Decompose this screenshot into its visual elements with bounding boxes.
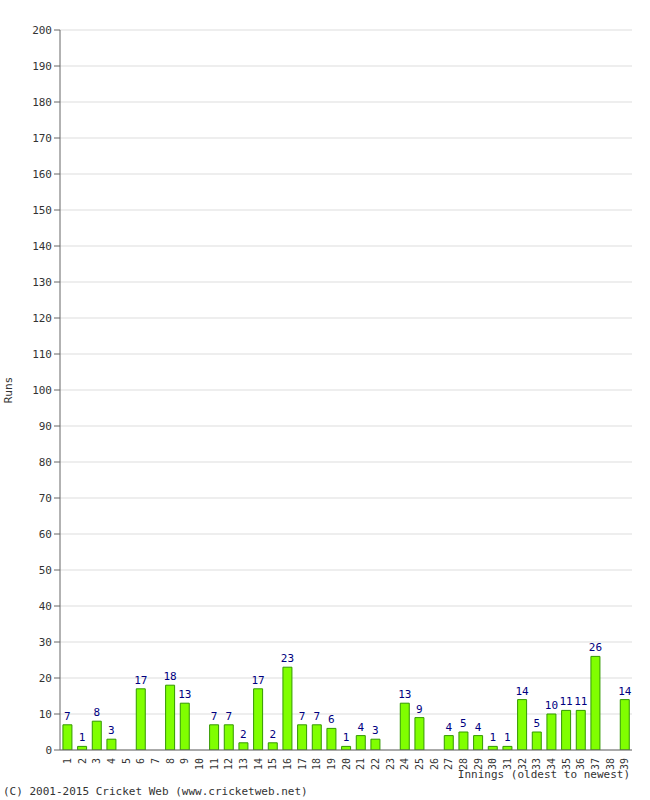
svg-text:18: 18 xyxy=(311,758,322,770)
svg-text:33: 33 xyxy=(531,758,543,770)
svg-text:150: 150 xyxy=(32,204,52,217)
svg-text:120: 120 xyxy=(32,312,52,325)
svg-text:17: 17 xyxy=(251,674,264,687)
svg-text:5: 5 xyxy=(460,717,467,730)
svg-text:1: 1 xyxy=(343,731,350,744)
svg-text:21: 21 xyxy=(355,758,366,770)
svg-text:23: 23 xyxy=(385,758,396,770)
svg-text:10: 10 xyxy=(545,699,558,712)
svg-text:22: 22 xyxy=(370,758,381,770)
svg-text:200: 200 xyxy=(32,24,52,37)
svg-text:28: 28 xyxy=(457,758,469,770)
svg-text:2: 2 xyxy=(240,728,247,741)
svg-text:4: 4 xyxy=(106,758,117,764)
svg-text:0: 0 xyxy=(45,744,52,757)
svg-text:38: 38 xyxy=(604,758,616,770)
svg-text:110: 110 xyxy=(32,348,52,361)
svg-text:7: 7 xyxy=(211,710,218,723)
svg-text:34: 34 xyxy=(545,758,557,770)
svg-text:14: 14 xyxy=(515,685,529,698)
svg-text:1: 1 xyxy=(504,731,511,744)
svg-text:140: 140 xyxy=(32,240,52,253)
svg-text:5: 5 xyxy=(533,717,540,730)
svg-text:36: 36 xyxy=(575,758,587,770)
svg-text:100: 100 xyxy=(32,384,52,397)
svg-text:9: 9 xyxy=(179,758,190,764)
svg-text:1: 1 xyxy=(489,731,496,744)
svg-text:1: 1 xyxy=(79,731,86,744)
svg-text:130: 130 xyxy=(32,276,52,289)
svg-text:4: 4 xyxy=(445,721,452,734)
svg-text:29: 29 xyxy=(472,758,484,770)
svg-text:13: 13 xyxy=(398,688,411,701)
svg-text:32: 32 xyxy=(516,758,528,770)
svg-text:13: 13 xyxy=(238,758,249,770)
svg-text:3: 3 xyxy=(372,724,379,737)
svg-text:37: 37 xyxy=(589,758,601,770)
svg-text:12: 12 xyxy=(223,758,234,770)
svg-text:30: 30 xyxy=(487,758,499,770)
svg-text:190: 190 xyxy=(32,60,52,73)
svg-text:14: 14 xyxy=(618,685,632,698)
svg-text:17: 17 xyxy=(297,758,308,770)
svg-text:7: 7 xyxy=(64,710,71,723)
svg-text:9: 9 xyxy=(416,703,423,716)
svg-text:17: 17 xyxy=(134,674,147,687)
svg-text:10: 10 xyxy=(194,758,205,770)
svg-text:31: 31 xyxy=(501,758,513,770)
svg-text:11: 11 xyxy=(209,758,220,770)
svg-text:20: 20 xyxy=(39,672,52,685)
svg-text:5: 5 xyxy=(121,758,132,764)
svg-text:2: 2 xyxy=(77,758,88,764)
svg-text:3: 3 xyxy=(108,724,115,737)
svg-text:8: 8 xyxy=(93,706,100,719)
html-text:Innings (oldest to newest): Innings (oldest to newest) xyxy=(457,768,630,781)
svg-text:39: 39 xyxy=(619,758,631,770)
svg-text:50: 50 xyxy=(39,564,52,577)
svg-text:23: 23 xyxy=(281,652,294,665)
svg-text:7: 7 xyxy=(150,758,161,764)
svg-text:26: 26 xyxy=(429,758,440,770)
svg-text:13: 13 xyxy=(178,688,191,701)
html-text:(C) 2001-2015 Cricket Web (www: (C) 2001-2015 Cricket Web (www.cricketwe… xyxy=(3,785,308,798)
svg-text:11: 11 xyxy=(574,695,587,708)
svg-text:2: 2 xyxy=(269,728,276,741)
svg-text:1: 1 xyxy=(62,758,73,764)
svg-text:8: 8 xyxy=(165,758,176,764)
svg-text:40: 40 xyxy=(39,600,52,613)
svg-text:26: 26 xyxy=(589,641,602,654)
svg-text:80: 80 xyxy=(39,456,52,469)
svg-text:18: 18 xyxy=(163,670,176,683)
svg-text:24: 24 xyxy=(399,758,410,770)
svg-text:70: 70 xyxy=(39,492,52,505)
svg-text:3: 3 xyxy=(91,758,102,764)
svg-text:14: 14 xyxy=(253,758,264,770)
svg-text:4: 4 xyxy=(475,721,482,734)
svg-text:7: 7 xyxy=(299,710,306,723)
svg-text:25: 25 xyxy=(414,758,425,770)
svg-text:90: 90 xyxy=(39,420,52,433)
svg-text:35: 35 xyxy=(560,758,572,770)
svg-text:170: 170 xyxy=(32,132,52,145)
svg-text:10: 10 xyxy=(39,708,52,721)
svg-text:4: 4 xyxy=(357,721,364,734)
svg-text:16: 16 xyxy=(282,758,293,770)
svg-text:27: 27 xyxy=(443,758,454,770)
svg-text:6: 6 xyxy=(328,713,335,726)
svg-text:180: 180 xyxy=(32,96,52,109)
svg-text:15: 15 xyxy=(267,758,278,770)
svg-text:7: 7 xyxy=(225,710,232,723)
svg-text:6: 6 xyxy=(135,758,146,764)
svg-text:60: 60 xyxy=(39,528,52,541)
svg-text:11: 11 xyxy=(559,695,572,708)
svg-text:7: 7 xyxy=(313,710,320,723)
svg-text:19: 19 xyxy=(326,758,337,770)
svg-text:Runs: Runs xyxy=(8,377,15,404)
svg-text:160: 160 xyxy=(32,168,52,181)
svg-text:20: 20 xyxy=(341,758,352,770)
svg-text:30: 30 xyxy=(39,636,52,649)
